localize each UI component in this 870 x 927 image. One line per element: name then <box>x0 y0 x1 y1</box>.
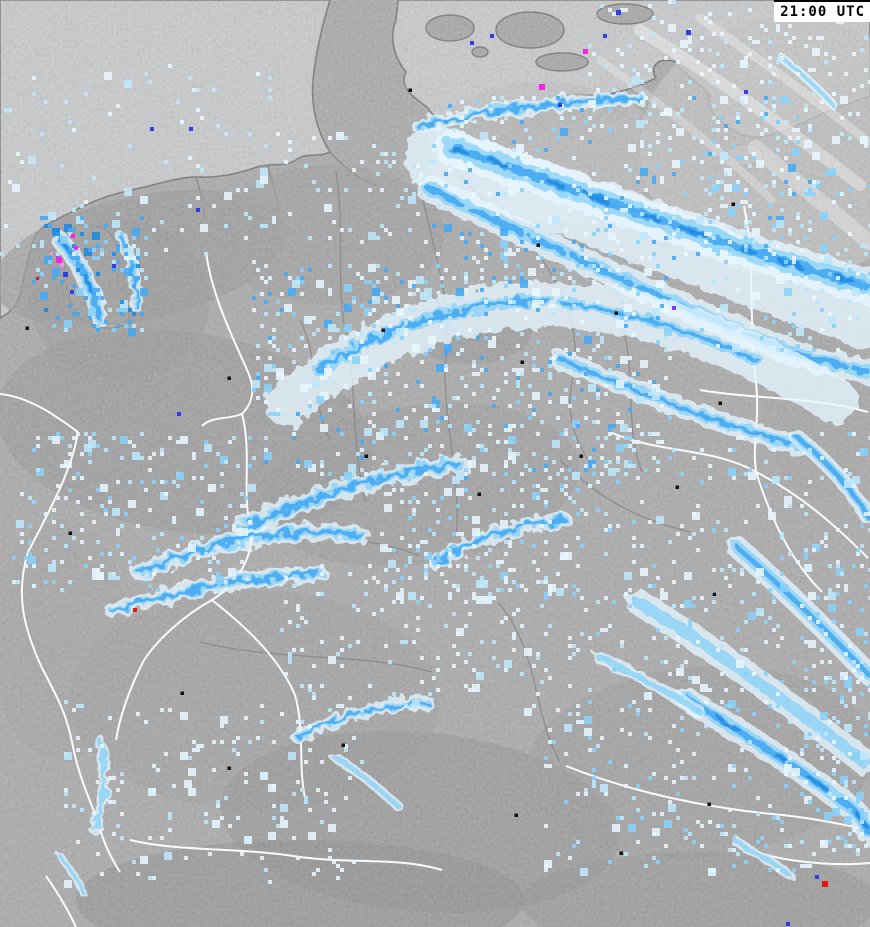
timestamp-badge: 21:00 UTC <box>774 0 870 22</box>
timestamp-label: 21:00 UTC <box>780 4 865 20</box>
intense-echo-pixel-layer <box>36 10 828 926</box>
precipitation-speckle-layer <box>0 0 870 888</box>
city-marker-layer <box>25 88 735 855</box>
